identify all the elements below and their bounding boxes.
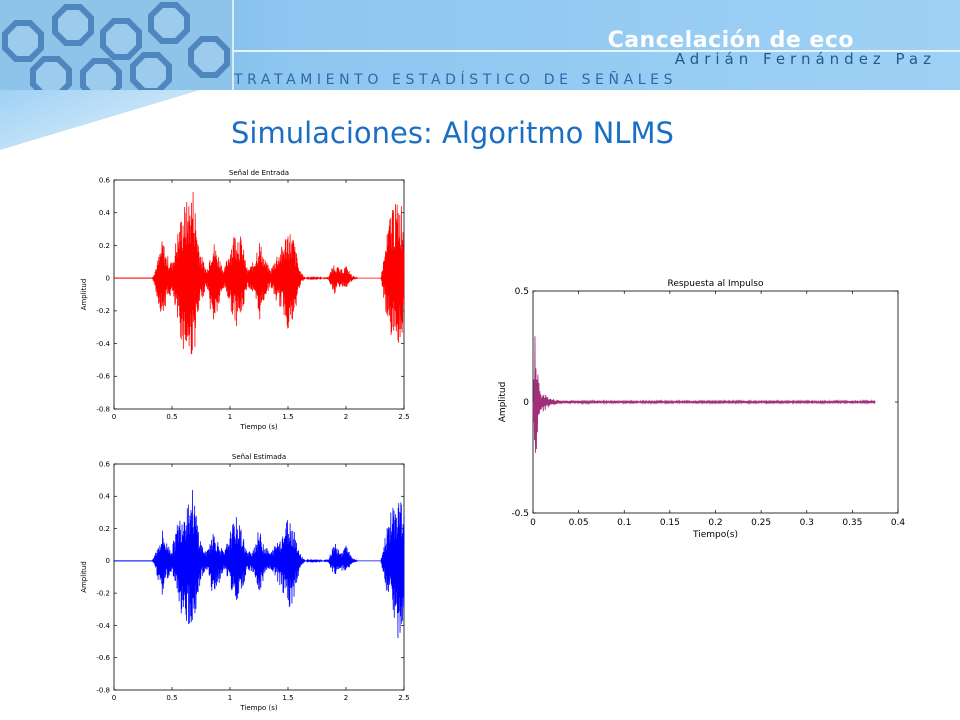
octagon-shape [80, 58, 122, 90]
slide-title: Simulaciones: Algoritmo NLMS [231, 116, 674, 150]
y-tick-label: -0.6 [96, 373, 110, 381]
octagon-shape [100, 18, 142, 60]
y-tick-label: 0.2 [99, 525, 110, 533]
y-tick-label: 0.4 [99, 493, 111, 501]
author-name: Adrián Fernández Paz [674, 50, 936, 68]
decorative-wedge [0, 90, 200, 150]
chart-title: Señal de Entrada [229, 169, 289, 177]
x-axis-label: Tiempo(s) [692, 530, 738, 540]
y-axis-label: Amplitud [498, 382, 508, 423]
banner-pattern [0, 0, 234, 90]
y-tick-label: 0 [523, 398, 529, 408]
x-tick-label: 2.5 [398, 694, 409, 702]
waveform-trace [114, 191, 405, 355]
octagon-shape [188, 36, 230, 78]
x-tick-label: 0.5 [166, 694, 177, 702]
octagon-shape [148, 2, 190, 44]
x-tick-label: 0.25 [751, 518, 771, 528]
y-axis-label: Amplitud [80, 561, 88, 593]
y-tick-label: -0.2 [96, 589, 110, 597]
y-tick-label: -0.8 [96, 686, 110, 694]
y-tick-label: 0.4 [99, 209, 111, 217]
x-tick-label: 0 [112, 694, 116, 702]
x-tick-label: 1.5 [282, 413, 293, 421]
x-tick-label: 0 [530, 518, 536, 528]
x-axis-label: Tiempo (s) [239, 423, 277, 431]
x-tick-label: 0.1 [617, 518, 631, 528]
y-tick-label: 0.5 [515, 287, 529, 297]
y-tick-label: 0 [106, 274, 110, 282]
waveform-trace [114, 490, 405, 638]
x-tick-label: 0.3 [800, 518, 814, 528]
y-tick-label: 0.6 [99, 176, 111, 184]
banner-divider [232, 50, 960, 52]
x-tick-label: 0.15 [660, 518, 680, 528]
y-tick-label: -0.6 [96, 654, 110, 662]
x-tick-label: 0.5 [166, 413, 177, 421]
x-tick-label: 1 [228, 694, 232, 702]
chart-estimated-signal: Señal Estimada 0 0.5 1 1.5 2 2.5 0.6 0.4 0.2 0 -0.2… [80, 453, 410, 712]
chart-impulse-response: Respuesta al Impulso 0 0.05 0.1 0.15 0.2 0.25 0… [498, 279, 906, 540]
waveform-trace [532, 336, 876, 453]
octagon-shape [130, 52, 172, 90]
y-tick-label: -0.4 [96, 622, 110, 630]
x-tick-label: 1.5 [282, 694, 293, 702]
x-tick-label: 1 [228, 413, 232, 421]
octagon-shape [2, 20, 44, 62]
y-tick-label: 0.6 [99, 460, 111, 468]
y-tick-label: -0.8 [96, 405, 110, 413]
y-tick-label: -0.5 [511, 509, 529, 519]
x-tick-label: 2 [344, 413, 348, 421]
y-tick-label: 0 [106, 557, 110, 565]
y-tick-label: 0.2 [99, 242, 110, 250]
x-tick-label: 0.35 [842, 518, 862, 528]
presentation-title: Cancelación de eco [607, 28, 854, 53]
octagon-shape [30, 56, 72, 90]
y-tick-label: -0.2 [96, 307, 110, 315]
x-tick-label: 2.5 [398, 413, 409, 421]
x-axis-label: Tiempo (s) [239, 704, 277, 712]
x-tick-label: 0.2 [708, 518, 722, 528]
course-name: TRATAMIENTO ESTADÍSTICO DE SEÑALES [234, 72, 678, 88]
y-axis-label: Amplitud [80, 279, 88, 311]
x-tick-label: 0.05 [569, 518, 589, 528]
chart-title: Señal Estimada [232, 453, 286, 461]
x-tick-label: 0.4 [891, 518, 906, 528]
x-tick-label: 2 [344, 694, 348, 702]
x-tick-label: 0 [112, 413, 116, 421]
chart-title: Respuesta al Impulso [667, 279, 764, 289]
header-banner: Cancelación de eco Adrián Fernández Paz … [0, 0, 960, 90]
octagon-shape [52, 4, 94, 46]
y-tick-label: -0.4 [96, 340, 110, 348]
